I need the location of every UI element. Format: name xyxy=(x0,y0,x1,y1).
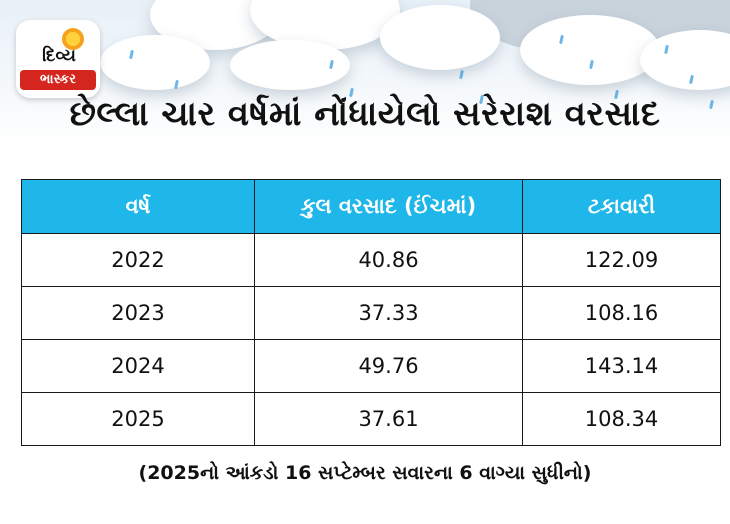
table-row: 2023 37.33 108.16 xyxy=(21,286,721,340)
column-header-percentage: ટકાવારી xyxy=(522,179,721,234)
cloud-shape xyxy=(520,15,660,85)
table-row: 2022 40.86 122.09 xyxy=(21,233,721,287)
table-row: 2024 49.76 143.14 xyxy=(21,339,721,393)
sun-icon xyxy=(62,28,84,50)
table-header-row: વર્ષ કુલ વરસાદ (ઈંચમાં) ટકાવારી xyxy=(21,179,721,234)
raindrop xyxy=(459,69,464,80)
rainfall-cell: 40.86 xyxy=(254,233,523,287)
percentage-cell: 122.09 xyxy=(522,233,721,287)
percentage-cell: 108.34 xyxy=(522,392,721,446)
cloud-shape xyxy=(640,30,730,90)
rainfall-cell: 37.61 xyxy=(254,392,523,446)
logo-line2: ભાસ્કર xyxy=(20,70,96,90)
percentage-cell: 143.14 xyxy=(522,339,721,393)
year-cell: 2023 xyxy=(21,286,255,340)
logo-line1: દિવ્ય xyxy=(42,46,76,66)
column-header-total-rainfall: કુલ વરસાદ (ઈંચમાં) xyxy=(254,179,523,234)
year-cell: 2022 xyxy=(21,233,255,287)
cloud-shape xyxy=(100,35,210,90)
divya-bhaskar-logo: દિવ્ય ભાસ્કર xyxy=(16,20,100,98)
cloud-shape xyxy=(380,5,500,70)
percentage-cell: 108.16 xyxy=(522,286,721,340)
cloud-banner xyxy=(0,0,730,150)
rainfall-cell: 37.33 xyxy=(254,286,523,340)
rainfall-cell: 49.76 xyxy=(254,339,523,393)
column-header-year: વર્ષ xyxy=(21,179,255,234)
footnote: (2025નો આંકડો 16 સપ્ટેમ્બર સવારના 6 વાગ્… xyxy=(138,462,592,484)
rainfall-table: વર્ષ કુલ વરસાદ (ઈંચમાં) ટકાવારી 2022 40.… xyxy=(21,179,721,446)
year-cell: 2024 xyxy=(21,339,255,393)
year-cell: 2025 xyxy=(21,392,255,446)
page-title: છેલ્લા ચાર વર્ષમાં નોંધાયેલો સરેરાશ વરસા… xyxy=(69,94,661,134)
table-row: 2025 37.61 108.34 xyxy=(21,392,721,446)
